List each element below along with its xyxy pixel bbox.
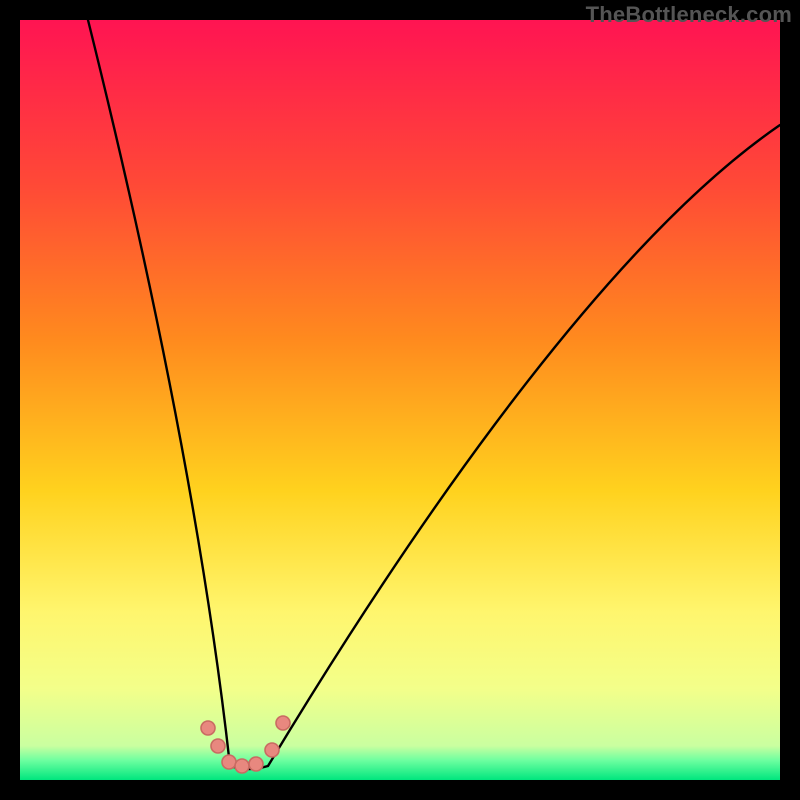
valley-marker [211,739,225,753]
watermark-text: TheBottleneck.com [586,2,792,28]
valley-marker [235,759,249,773]
valley-marker [249,757,263,771]
plot-background [20,20,780,780]
valley-marker [276,716,290,730]
valley-marker [265,743,279,757]
valley-marker [201,721,215,735]
bottleneck-chart [0,0,800,800]
valley-marker [222,755,236,769]
